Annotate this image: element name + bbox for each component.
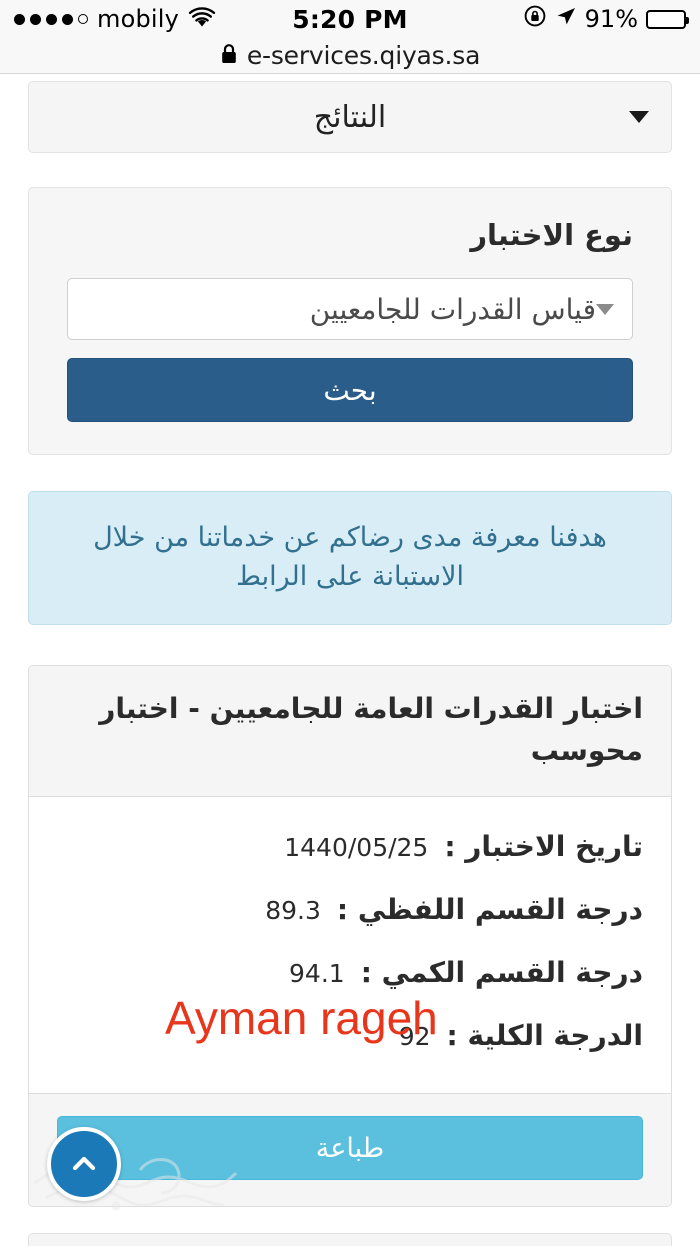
- lock-icon: [220, 43, 238, 69]
- search-button[interactable]: بحث: [67, 358, 633, 422]
- test-type-select[interactable]: قياس القدرات للجامعيين: [67, 278, 633, 340]
- search-panel: نوع الاختبار قياس القدرات للجامعيين بحث: [28, 187, 672, 455]
- carrier-label: mobily: [97, 5, 180, 33]
- caret-down-icon: [629, 111, 649, 123]
- survey-info-text: هدفنا معرفة مدى رضاكم عن خدماتنا من خلال…: [93, 522, 607, 593]
- result-panel-body: تاريخ الاختبار : 1440/05/25 درجة القسم ا…: [29, 797, 671, 1094]
- location-arrow-icon: [555, 5, 577, 34]
- result-row-exam-date: تاريخ الاختبار : 1440/05/25: [57, 815, 643, 878]
- result-row-quantitative-score: درجة القسم الكمي : 94.1: [57, 941, 643, 1004]
- chevron-up-icon: [72, 1156, 96, 1171]
- url-text: e-services.qiyas.sa: [246, 41, 481, 70]
- results-accordion-title: النتائج: [313, 99, 387, 135]
- result-panel: اختبار القدرات العامة للجامعيين - اختبار…: [28, 665, 672, 1208]
- result-row-value: 94.1: [289, 959, 345, 989]
- results-accordion-header[interactable]: النتائج: [28, 81, 672, 153]
- result-row-value: 1440/05/25: [284, 833, 429, 863]
- result-row-label: درجة القسم اللفظي :: [336, 893, 643, 927]
- rotation-lock-icon: [523, 4, 547, 34]
- result-row-label: الدرجة الكلية :: [446, 1019, 644, 1053]
- page-content: النتائج نوع الاختبار قياس القدرات للجامع…: [0, 75, 700, 1246]
- ios-status-bar: mobily 5:20 PM 91%: [0, 0, 700, 38]
- signal-strength-icon: [14, 13, 88, 25]
- test-type-label: نوع الاختبار: [470, 218, 633, 252]
- result-panel-title: اختبار القدرات العامة للجامعيين - اختبار…: [99, 692, 643, 768]
- print-button[interactable]: طباعة: [57, 1116, 643, 1181]
- result-row-total-score: الدرجة الكلية : 92 Ayman rageh: [57, 992, 644, 1067]
- wifi-icon: [188, 5, 216, 34]
- status-bar-left: mobily: [14, 5, 292, 34]
- battery-icon: [646, 9, 689, 29]
- result-row-label: تاريخ الاختبار :: [444, 830, 643, 864]
- status-bar-right: 91%: [408, 4, 689, 34]
- browser-url-bar[interactable]: e-services.qiyas.sa: [0, 38, 700, 74]
- result-row-value: 92: [398, 1022, 431, 1052]
- scroll-to-top-button[interactable]: [47, 1127, 121, 1201]
- status-bar-clock: 5:20 PM: [292, 4, 408, 34]
- result-row-label: درجة القسم الكمي :: [360, 956, 643, 990]
- result-row-verbal-score: درجة القسم اللفظي : 89.3: [57, 878, 643, 941]
- survey-info-alert: هدفنا معرفة مدى رضاكم عن خدماتنا من خلال…: [28, 491, 672, 626]
- next-result-panel-partial: [28, 1233, 672, 1246]
- battery-percentage-label: 91%: [584, 5, 638, 33]
- chevron-down-icon: [596, 303, 614, 315]
- overlay-name-annotation: Ayman rageh: [165, 992, 438, 1045]
- result-row-value: 89.3: [265, 896, 321, 926]
- result-panel-header: اختبار القدرات العامة للجامعيين - اختبار…: [29, 666, 671, 798]
- result-panel-footer: طباعة: [29, 1093, 671, 1207]
- test-type-selected-value: قياس القدرات للجامعيين: [309, 292, 596, 326]
